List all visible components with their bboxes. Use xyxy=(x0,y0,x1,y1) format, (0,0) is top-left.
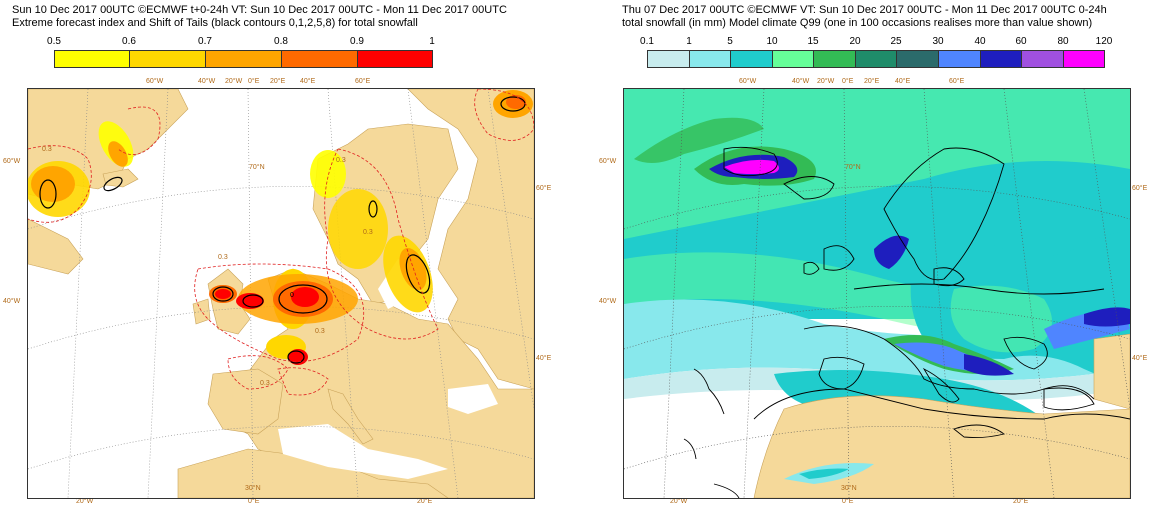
snowfall-colorbar-swatch xyxy=(689,50,731,68)
contour-label: 0.3 xyxy=(363,229,373,236)
snowfall-climate-map: 70°N 30°N xyxy=(623,88,1131,499)
italy xyxy=(327,388,374,445)
snowfall-colorbar-swatch xyxy=(647,50,690,68)
black-sea xyxy=(448,384,498,414)
snowfall-colorbar-tick: 15 xyxy=(807,36,819,47)
efi-colorbar-tick: 0.9 xyxy=(350,36,364,47)
meridian-label: 20°E xyxy=(270,78,286,85)
efi-colorbar-tick: 0.7 xyxy=(198,36,212,47)
parallel-label: 30°N xyxy=(841,484,857,492)
meridian-label: 0°E xyxy=(248,78,260,85)
meridian-label: 0°E xyxy=(842,78,854,85)
snowfall-climate-panel: Thu 07 Dec 2017 00UTC ©ECMWF VT: Sun 10 … xyxy=(577,0,1154,509)
snowfall-colorbar-tick: 25 xyxy=(890,36,902,47)
meridian-label: 40°W xyxy=(198,78,216,85)
snowfall-colorbar-tick: 10 xyxy=(766,36,778,47)
climate-title-line1: Thu 07 Dec 2017 00UTC ©ECMWF VT: Sun 10 … xyxy=(622,4,1107,16)
snowfall-colorbar-swatch xyxy=(855,50,897,68)
parallel-label: 30°N xyxy=(245,484,261,492)
efi-colorbar-swatch xyxy=(129,50,206,68)
meridian-label: 60°W xyxy=(739,78,757,85)
snowfall-colorbar-swatch xyxy=(1021,50,1064,68)
contour-label: 0.3 xyxy=(260,380,270,387)
parallel-label: 40°W xyxy=(599,298,617,305)
efi-colorbar-tick: 0.5 xyxy=(47,36,61,47)
meridian-label: 20°E xyxy=(864,78,880,85)
contour-label: 0.3 xyxy=(218,254,228,261)
efi-colorbar-tick: 0.6 xyxy=(122,36,136,47)
snowfall-colorbar-swatch xyxy=(980,50,1022,68)
snowfall-colorbar-swatch xyxy=(730,50,773,68)
graticule xyxy=(624,89,1130,498)
efi-colorbar-swatch xyxy=(281,50,358,68)
parallel-label: 70°N xyxy=(845,163,861,171)
contour-labels: 0.3 0.3 0.3 0.3 0.3 0.3 0 xyxy=(42,146,373,387)
snowfall-colorbar-swatch xyxy=(896,50,939,68)
efi-0.3-contours xyxy=(28,89,534,396)
meridian-label: 60°E xyxy=(1132,185,1148,192)
north-canada xyxy=(28,218,84,275)
efi-map: 0.3 0.3 0.3 0.3 0.3 0.3 0 70°N 30°N xyxy=(27,88,535,499)
middle-east xyxy=(1093,333,1130,410)
north-africa xyxy=(177,448,449,498)
efi-colorbar-swatch xyxy=(54,50,130,68)
russia-east xyxy=(407,89,534,390)
snowfall-colorbar-tick: 40 xyxy=(974,36,986,47)
snowfall-colorbar-tick: 120 xyxy=(1095,36,1113,47)
snowfall-colorbar-tick: 1 xyxy=(686,36,692,47)
snowfall-colorbar-tick: 60 xyxy=(1015,36,1027,47)
climate-title-line2: total snowfall (in mm) Model climate Q99… xyxy=(622,17,1093,29)
snowfall-colorbar-tick: 30 xyxy=(932,36,944,47)
meridian-label: 40°E xyxy=(300,78,316,85)
coastlines xyxy=(683,146,1130,498)
snowfall-colorbar: 0.1 1 5 10 15 20 25 30 40 60 80 120 xyxy=(577,36,1154,72)
meridian-label: 60°W xyxy=(146,78,164,85)
snowfall-colorbar-tick: 80 xyxy=(1057,36,1069,47)
snowfall-colorbar-swatch xyxy=(772,50,814,68)
meridian-label: 20°E xyxy=(417,498,433,505)
meridian-label: 60°E xyxy=(355,78,371,85)
contour-label: 0.3 xyxy=(336,157,346,164)
meridian-label: 60°E xyxy=(949,78,965,85)
efi-colorbar-tick: 0.8 xyxy=(274,36,288,47)
meridian-label: 20°W xyxy=(225,78,243,85)
meridian-label: 40°W xyxy=(792,78,810,85)
efi-colorbar-swatch xyxy=(357,50,433,68)
meridian-label: 60°E xyxy=(536,185,552,192)
iberia xyxy=(207,368,284,435)
parallel-label: 60°W xyxy=(599,158,617,165)
sot-label: 0 xyxy=(290,292,294,299)
efi-title-line2: Extreme forecast index and Shift of Tail… xyxy=(12,17,418,29)
meridian-label: 20°E xyxy=(1013,498,1029,505)
snowfall-colorbar-swatch xyxy=(813,50,856,68)
meridian-label: 0°E xyxy=(248,498,260,505)
meridian-label: 0°E xyxy=(842,498,854,505)
contour-label: 0.3 xyxy=(42,146,52,153)
sot-contours xyxy=(39,96,526,364)
snowfall-colorbar-tick: 5 xyxy=(727,36,733,47)
meridian-label: 20°W xyxy=(76,498,94,505)
high-snowfall-bands xyxy=(634,117,1130,376)
meridian-label: 40°E xyxy=(536,355,552,362)
snowfall-colorbar-tick: 0.1 xyxy=(640,36,654,47)
efi-colorbar-tick: 1 xyxy=(429,36,435,47)
snowfall-colorbar-tick: 20 xyxy=(849,36,861,47)
meridian-label: 40°E xyxy=(1132,355,1148,362)
contour-label: 0.3 xyxy=(315,328,325,335)
mediterranean xyxy=(278,424,448,479)
meridian-label: 40°E xyxy=(895,78,911,85)
parallel-label: 70°N xyxy=(249,163,265,171)
atlas-snow xyxy=(784,463,874,484)
efi-colorbar: 0.5 0.6 0.7 0.8 0.9 1 xyxy=(0,36,577,72)
parallel-label: 60°W xyxy=(3,158,21,165)
meridian-label: 20°W xyxy=(670,498,688,505)
efi-panel: Sun 10 Dec 2017 00UTC ©ECMWF t+0-24h VT:… xyxy=(0,4,577,505)
parallel-label: 40°W xyxy=(3,298,21,305)
snowfall-colorbar-swatch xyxy=(938,50,981,68)
efi-title-line1: Sun 10 Dec 2017 00UTC ©ECMWF t+0-24h VT:… xyxy=(12,4,507,16)
snowfall-colorbar-swatch xyxy=(1063,50,1105,68)
efi-colorbar-swatch xyxy=(205,50,282,68)
meridian-label: 20°W xyxy=(817,78,835,85)
